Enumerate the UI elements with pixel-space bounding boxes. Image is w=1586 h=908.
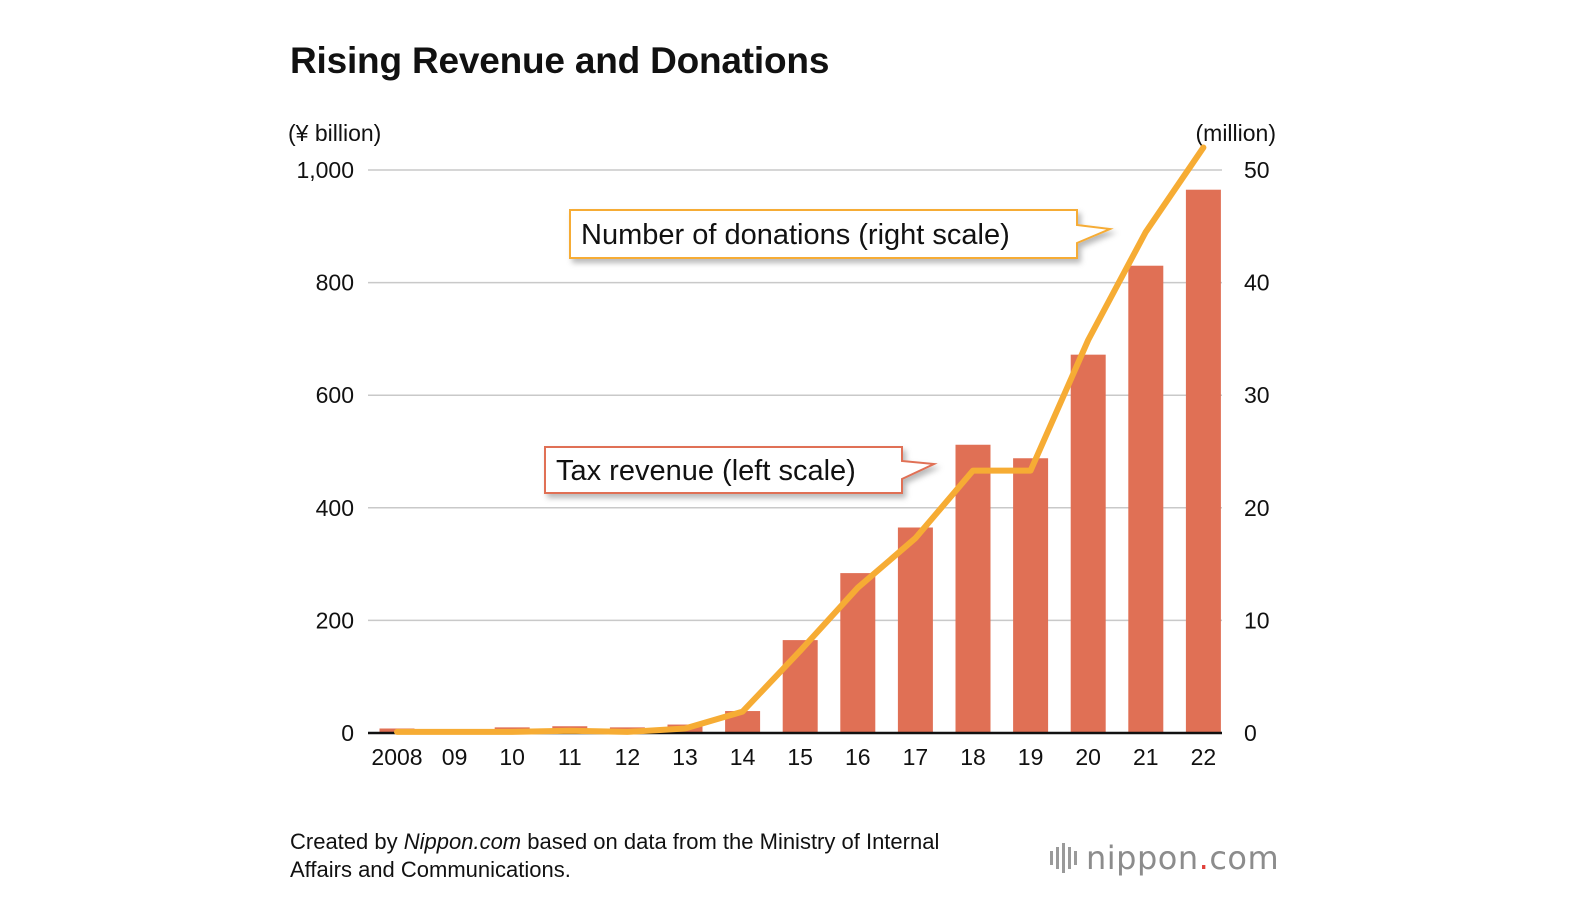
- x-tick-label: 09: [442, 744, 468, 770]
- y-right-tick-label: 30: [1244, 382, 1270, 408]
- x-tick-label: 10: [499, 744, 525, 770]
- revenue-callout-box: [544, 446, 938, 494]
- x-tick-label: 11: [558, 744, 582, 770]
- tax-revenue-bar: [1070, 354, 1106, 733]
- tax-revenue-bar: [1185, 189, 1221, 733]
- donations-callout: Number of donations (right scale): [569, 209, 1114, 259]
- x-tick-label: 2008: [371, 744, 422, 770]
- axes: 0 200 400 600 800 1,000 0 10 20 30 40 50 (¥ billion)…: [288, 120, 1276, 770]
- source-note: Created by Nippon.com based on data from…: [290, 828, 970, 884]
- x-tick-label: 12: [615, 744, 641, 770]
- revenue-callout-text: Tax revenue (left scale): [556, 455, 856, 487]
- x-tick-label: 16: [845, 744, 871, 770]
- tax-revenue-bar: [1128, 265, 1164, 733]
- y-left-tick-label: 400: [316, 495, 354, 521]
- tax-revenue-bar: [897, 527, 933, 733]
- x-tick-label: 17: [903, 744, 929, 770]
- x-tick-label: 13: [672, 744, 698, 770]
- x-tick-label: 19: [1018, 744, 1044, 770]
- y-left-tick-label: 800: [316, 270, 354, 296]
- y-left-tick-label: 0: [341, 720, 354, 746]
- x-tick-label: 20: [1075, 744, 1101, 770]
- donations-line: [394, 144, 1207, 735]
- logo-dot: .: [1198, 839, 1210, 877]
- revenue-callout: Tax revenue (left scale): [544, 446, 938, 494]
- tax-revenue-bar: [782, 640, 818, 733]
- callouts: Number of donations (right scale) Tax rev…: [544, 209, 1114, 494]
- tax-revenue-bars: [379, 189, 1221, 733]
- source-prefix: Created by: [290, 829, 404, 854]
- source-suffix: based on data from the Ministry of Inter…: [290, 829, 940, 882]
- y-right-unit-label: (million): [1196, 120, 1277, 146]
- y-left-unit-label: (¥ billion): [288, 120, 381, 146]
- chart-title: Rising Revenue and Donations: [290, 40, 830, 81]
- nippon-logo: nippon.com: [1050, 836, 1279, 880]
- logo-text: nippon.com: [1086, 839, 1279, 877]
- donations-callout-box: [569, 209, 1114, 259]
- y-left-tick-label: 600: [316, 382, 354, 408]
- donations-line-path: [394, 144, 1207, 735]
- logo-mark-icon: [1050, 843, 1077, 873]
- x-tick-label: 15: [787, 744, 813, 770]
- y-right-tick-label: 10: [1244, 607, 1270, 633]
- source-site: Nippon.com: [403, 829, 522, 854]
- tax-revenue-bar: [1013, 458, 1049, 733]
- y-right-tick-label: 0: [1244, 720, 1257, 746]
- tax-revenue-bar: [955, 444, 991, 733]
- logo-tld: com: [1209, 839, 1280, 877]
- y-right-tick-label: 40: [1244, 270, 1270, 296]
- logo-name: nippon: [1086, 839, 1199, 877]
- y-right-tick-label: 20: [1244, 495, 1270, 521]
- y-left-tick-label: 1,000: [296, 157, 354, 183]
- x-tick-label: 14: [730, 744, 756, 770]
- donations-callout-text: Number of donations (right scale): [581, 219, 1010, 251]
- y-right-tick-label: 50: [1244, 157, 1270, 183]
- x-tick-label: 22: [1191, 744, 1217, 770]
- y-left-tick-label: 200: [316, 607, 354, 633]
- x-tick-label: 18: [960, 744, 986, 770]
- x-tick-label: 21: [1133, 744, 1159, 770]
